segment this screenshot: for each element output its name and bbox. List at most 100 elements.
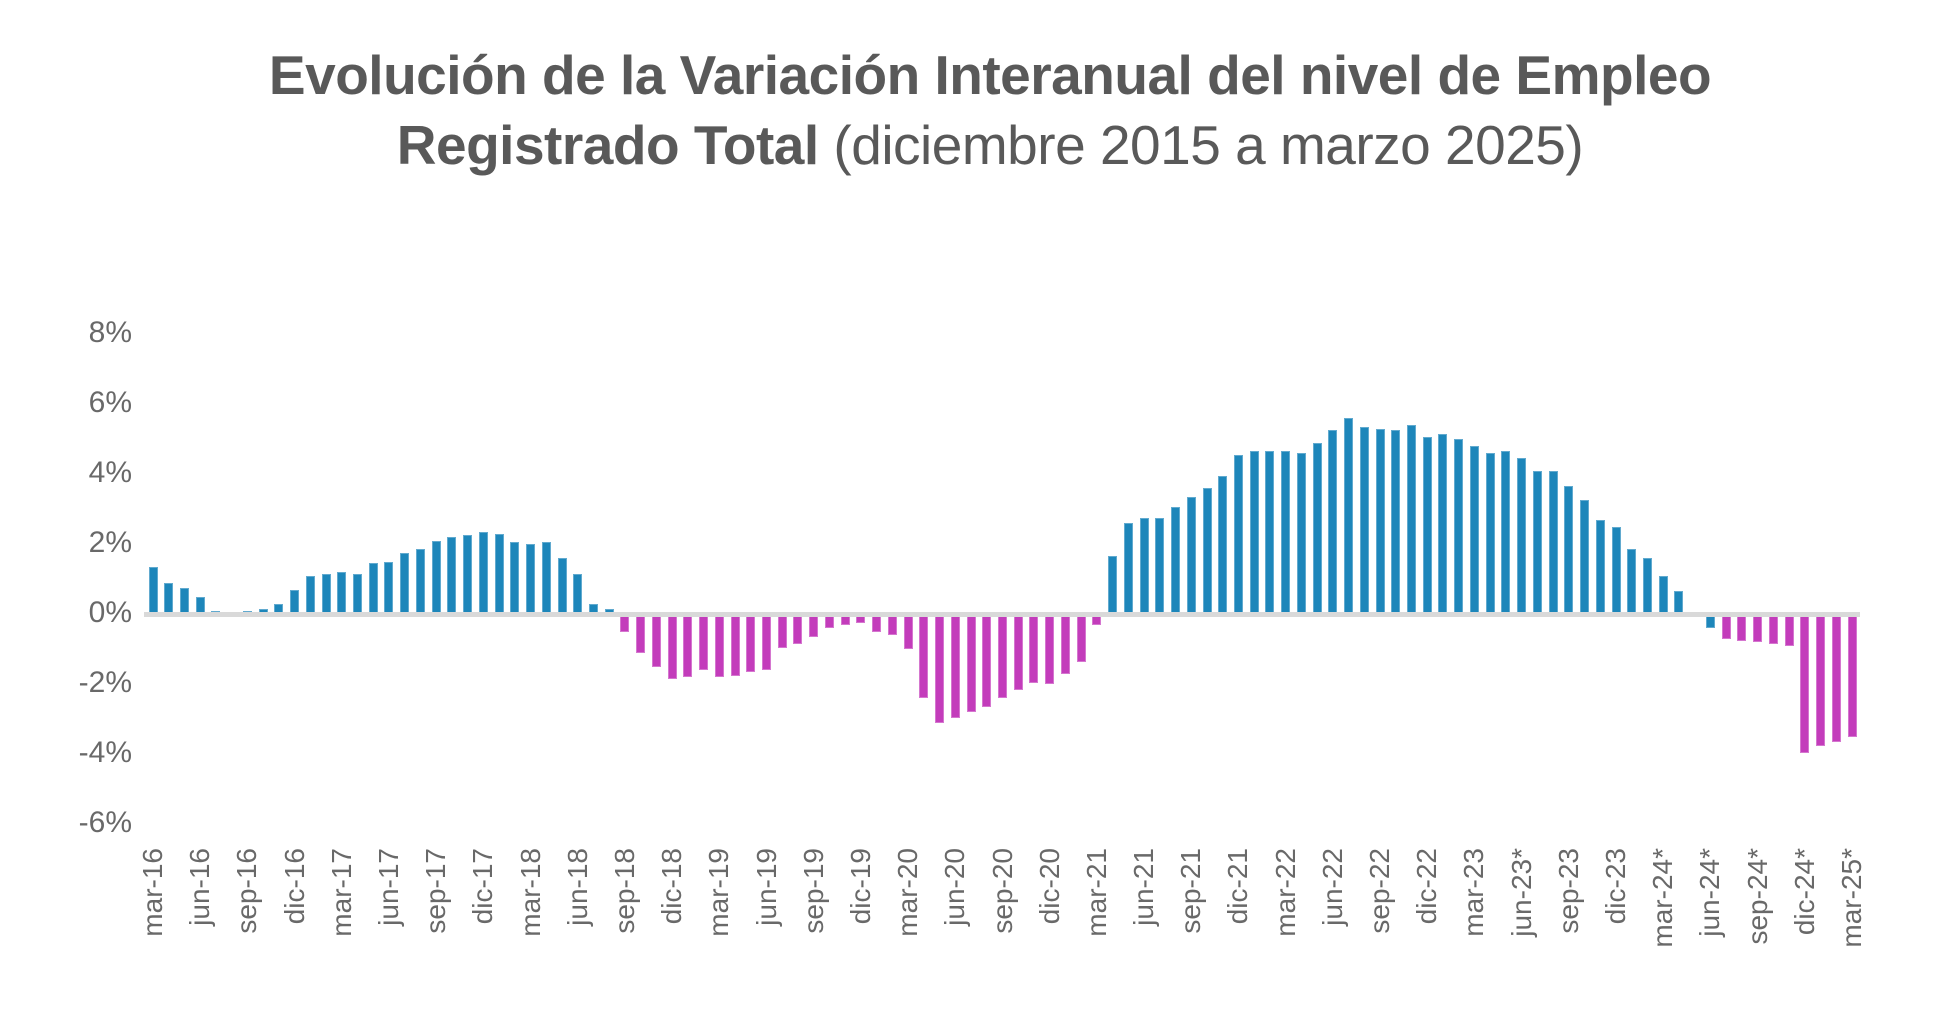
bar: [1376, 429, 1385, 616]
bar: [888, 616, 897, 635]
bar: [416, 549, 425, 616]
bar: [1092, 616, 1101, 625]
x-axis-tick-label: dic-21: [1222, 848, 1253, 925]
bar: [573, 574, 582, 616]
bar: [731, 616, 740, 676]
y-axis-tick-label: -6%: [78, 806, 132, 839]
bar: [542, 542, 551, 616]
bar: [809, 616, 818, 637]
bar: [856, 616, 865, 623]
bar: [400, 553, 409, 616]
bar: [919, 616, 928, 698]
bar: [1848, 616, 1857, 737]
x-axis-tick-label: jun-24*: [1694, 848, 1725, 937]
bar: [1045, 616, 1054, 684]
bar: [1753, 616, 1762, 642]
x-axis-tick-label: mar-22: [1270, 848, 1301, 937]
bar: [1486, 453, 1495, 616]
bar: [904, 616, 913, 649]
chart-title: Evolución de la Variación Interanual del…: [240, 40, 1740, 180]
x-axis-tick-label: mar-23: [1458, 848, 1489, 937]
bar: [322, 574, 331, 616]
bar: [778, 616, 787, 648]
bar: [510, 542, 519, 616]
x-axis-tick-label: jun-17: [373, 848, 404, 926]
bar: [1549, 471, 1558, 616]
bar: [1769, 616, 1778, 644]
bar: [746, 616, 755, 672]
bar: [589, 604, 598, 616]
bar: [1706, 616, 1715, 628]
bar: [620, 616, 629, 632]
x-axis-tick-label: dic-17: [467, 848, 498, 925]
x-axis-line: [144, 612, 1860, 617]
bar: [1785, 616, 1794, 646]
x-axis-tick-label: mar-19: [703, 848, 734, 937]
bar: [463, 535, 472, 616]
bar: [1800, 616, 1809, 753]
bar: [1155, 518, 1164, 616]
x-axis-tick-label: sep-21: [1175, 848, 1206, 934]
x-axis-tick-label: mar-17: [326, 848, 357, 937]
bar: [526, 544, 535, 616]
y-axis-tick-label: -2%: [78, 666, 132, 699]
x-axis-tick-label: mar-18: [515, 848, 546, 937]
chart-title-regular: (diciembre 2015 a marzo 2025): [818, 114, 1584, 176]
x-axis-tick-label: sep-17: [420, 848, 451, 934]
bar: [369, 563, 378, 616]
bar: [1328, 430, 1337, 616]
bar: [935, 616, 944, 723]
bar: [1077, 616, 1086, 662]
bar: [1297, 453, 1306, 616]
bar: [636, 616, 645, 653]
y-axis-tick-label: 4%: [88, 456, 132, 489]
x-axis-tick-label: dic-19: [845, 848, 876, 925]
bar: [353, 574, 362, 616]
bar: [1124, 523, 1133, 616]
bar: [290, 590, 299, 616]
x-axis-tick-label: dic-22: [1411, 848, 1442, 925]
bar: [1627, 549, 1636, 616]
bar: [1564, 486, 1573, 616]
x-axis-tick-label: sep-20: [987, 848, 1018, 934]
x-axis-tick-label: dic-18: [656, 848, 687, 925]
bar: [1722, 616, 1731, 639]
bar: [668, 616, 677, 679]
bar: [1832, 616, 1841, 742]
bar: [1171, 507, 1180, 616]
bar: [1438, 434, 1447, 616]
bar: [164, 583, 173, 616]
bar: [558, 558, 567, 616]
bar: [699, 616, 708, 670]
x-axis-tick-label: dic-20: [1034, 848, 1065, 925]
bar: [1344, 418, 1353, 616]
chart-title-bold: Evolución de la Variación Interanual del…: [268, 44, 1712, 176]
bar: [652, 616, 661, 667]
bar: [196, 597, 205, 616]
bar: [998, 616, 1007, 698]
bar: [1014, 616, 1023, 690]
x-axis-tick-label: mar-20: [892, 848, 923, 937]
bar: [1533, 471, 1542, 616]
bar: [1108, 556, 1117, 616]
bar: [1140, 518, 1149, 616]
y-axis-tick-label: -4%: [78, 736, 132, 769]
x-axis-tick-label: jun-21: [1128, 848, 1159, 926]
bar: [1250, 451, 1259, 616]
bar: [384, 562, 393, 616]
bar: [1674, 591, 1683, 616]
bar: [180, 588, 189, 616]
x-axis-tick-label: sep-23: [1553, 848, 1584, 934]
bar: [1029, 616, 1038, 683]
bar: [872, 616, 881, 632]
x-axis-tick-label: jun-18: [562, 848, 593, 926]
bar: [967, 616, 976, 712]
y-axis-tick-label: 6%: [88, 386, 132, 419]
bar: [432, 541, 441, 616]
bar: [337, 572, 346, 616]
bar: [479, 532, 488, 616]
bar: [447, 537, 456, 616]
x-axis-tick-label: sep-24*: [1742, 848, 1773, 945]
bar: [1234, 455, 1243, 616]
x-axis-tick-label: sep-19: [798, 848, 829, 934]
